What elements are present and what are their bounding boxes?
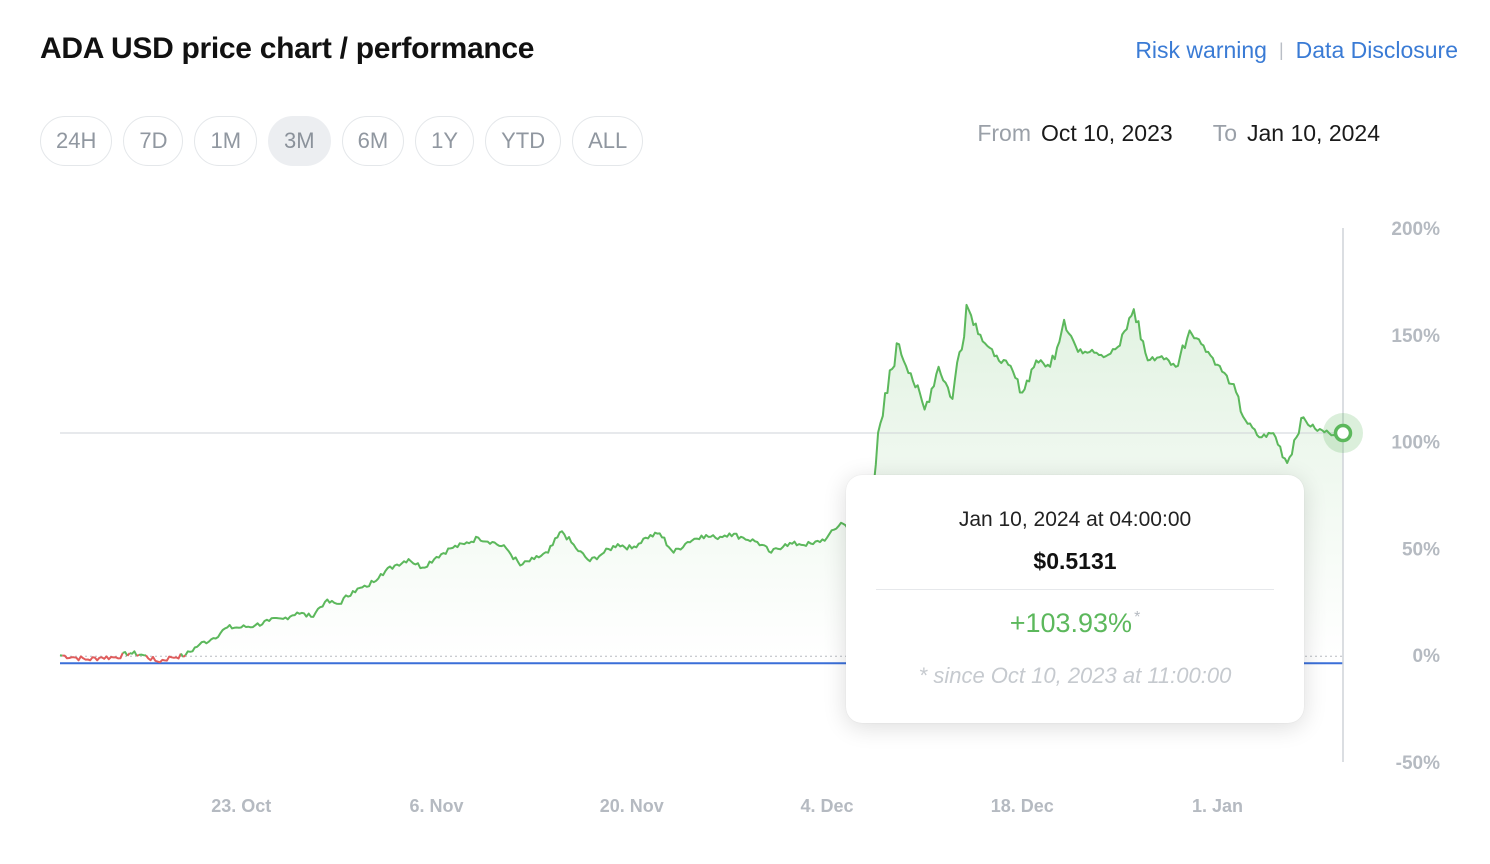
y-tick-label: 50% bbox=[1402, 539, 1440, 560]
date-range: From Oct 10, 2023 To Jan 10, 2024 bbox=[977, 120, 1380, 147]
range-button-6m[interactable]: 6M bbox=[341, 116, 405, 166]
series-line-negative bbox=[182, 654, 187, 658]
series-line-negative bbox=[136, 653, 140, 657]
data-disclosure-link[interactable]: Data Disclosure bbox=[1295, 37, 1458, 63]
y-tick-label: 100% bbox=[1391, 433, 1440, 454]
risk-warning-link[interactable]: Risk warning bbox=[1135, 37, 1267, 63]
range-button-1m[interactable]: 1M bbox=[194, 116, 258, 166]
header-links: Risk warning | Data Disclosure bbox=[1135, 37, 1458, 64]
tooltip-asterisk: * bbox=[1134, 609, 1141, 626]
price-tooltip: Jan 10, 2024 at 04:00:00 $0.5131 +103.93… bbox=[846, 475, 1304, 723]
tooltip-price: $0.5131 bbox=[1033, 548, 1117, 574]
range-button-3m[interactable]: 3M bbox=[268, 116, 331, 166]
link-separator: | bbox=[1278, 40, 1284, 60]
series-line-positive bbox=[129, 650, 138, 657]
x-tick-label: 20. Nov bbox=[600, 796, 664, 816]
range-selector: 24H 7D 1M 3M 6M 1Y YTD ALL bbox=[40, 116, 644, 166]
series-line-positive bbox=[184, 303, 1344, 656]
tooltip-date: Jan 10, 2024 at 04:00:00 bbox=[958, 508, 1192, 531]
x-tick-label: 1. Jan bbox=[1192, 796, 1243, 816]
page-title: ADA USD price chart / performance bbox=[40, 32, 535, 65]
tooltip-since-note: * since Oct 10, 2023 at 11:00:00 bbox=[918, 663, 1232, 688]
y-tick-label: 0% bbox=[1413, 646, 1441, 667]
hover-marker-point bbox=[1333, 423, 1353, 443]
x-tick-label: 18. Dec bbox=[991, 796, 1054, 816]
range-button-all[interactable]: ALL bbox=[572, 116, 644, 166]
range-button-ytd[interactable]: YTD bbox=[485, 116, 562, 166]
tooltip-performance: +103.93% * bbox=[846, 608, 1304, 639]
y-tick-label: -50% bbox=[1396, 753, 1440, 774]
series-line-positive bbox=[138, 653, 147, 657]
series-line-positive bbox=[122, 651, 129, 657]
x-tick-label: 4. Dec bbox=[800, 796, 853, 816]
range-button-1y[interactable]: 1Y bbox=[415, 116, 475, 166]
from-date-input[interactable]: Oct 10, 2023 bbox=[1040, 120, 1173, 146]
from-label: From bbox=[977, 120, 1031, 146]
x-tick-label: 6. Nov bbox=[410, 796, 464, 816]
x-tick-label: 23. Oct bbox=[211, 796, 271, 816]
y-tick-label: 200% bbox=[1391, 219, 1440, 240]
tooltip-performance-value: +103.93% bbox=[1009, 608, 1133, 638]
y-tick-label: 150% bbox=[1391, 326, 1440, 347]
to-label: To bbox=[1212, 120, 1237, 146]
tooltip-divider bbox=[876, 589, 1274, 590]
series-line-negative bbox=[145, 653, 182, 664]
range-button-7d[interactable]: 7D bbox=[123, 116, 184, 166]
range-button-24h[interactable]: 24H bbox=[40, 116, 113, 166]
series-line-negative bbox=[126, 652, 131, 657]
to-date-input[interactable]: Jan 10, 2024 bbox=[1246, 120, 1380, 146]
series-line-negative bbox=[62, 652, 124, 662]
